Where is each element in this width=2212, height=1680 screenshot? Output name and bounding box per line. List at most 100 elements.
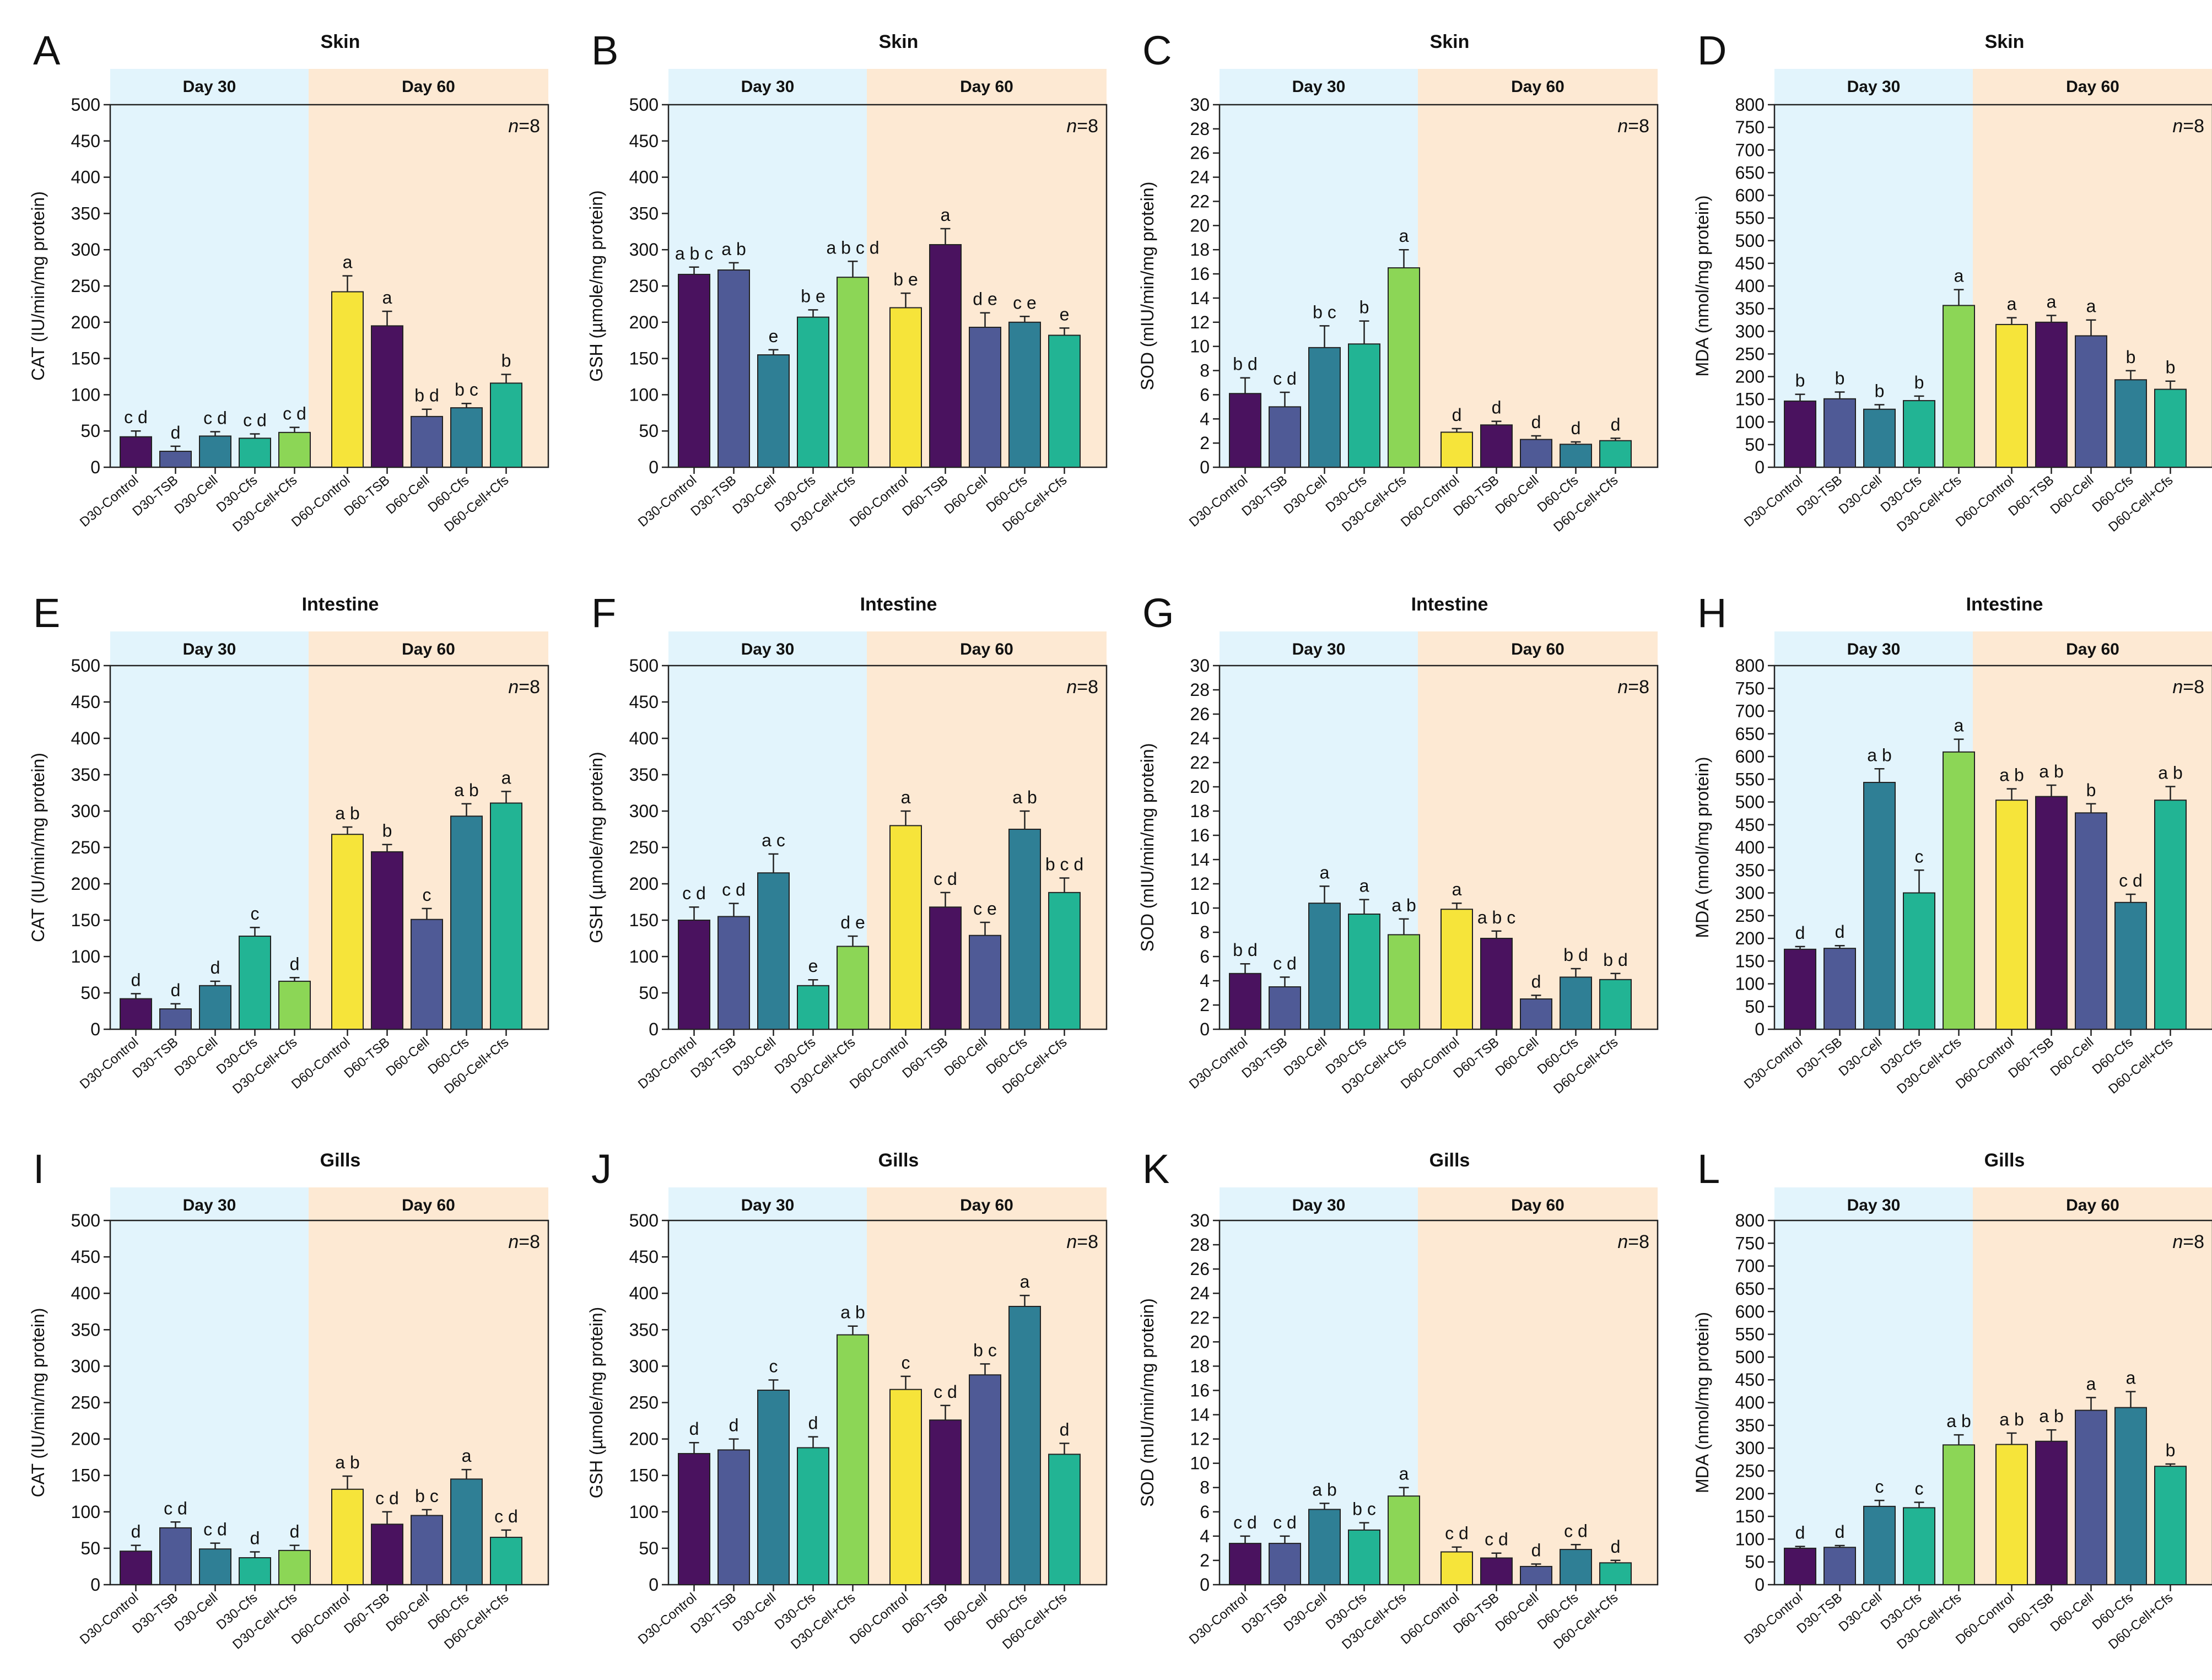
- significance-letter: a: [1954, 716, 1964, 736]
- significance-letter: d: [1835, 1522, 1845, 1542]
- x-tick-label: D60-Cell: [383, 1035, 432, 1079]
- significance-letter: c d: [494, 1506, 518, 1526]
- panel-letter: A: [33, 28, 61, 73]
- y-tick-label: 300: [71, 801, 100, 821]
- significance-letter: d: [131, 1522, 141, 1542]
- significance-letter: a: [1359, 876, 1369, 896]
- y-tick-label: 650: [1735, 1279, 1765, 1299]
- bar-d60-cell-cfs: [1599, 440, 1632, 468]
- y-axis-label: GSH (µmole/mg protein): [586, 752, 606, 943]
- panel-letter: B: [591, 28, 618, 73]
- x-tick-label: D60-Control: [289, 1035, 353, 1092]
- y-tick-label: 500: [629, 95, 659, 115]
- significance-letter: a b: [1946, 1411, 1971, 1431]
- y-tick-label: 450: [629, 131, 659, 151]
- bar-d60-tsb: [1480, 938, 1513, 1030]
- bar-d30-tsb: [717, 269, 750, 468]
- chart-panel-e: E Intestine Day 30 Day 60 n=8 0 50 100 150 200 250…: [28, 590, 549, 1097]
- y-tick-label: 20: [1190, 1332, 1210, 1352]
- sample-size-value: =8: [519, 677, 540, 698]
- y-tick-label: 50: [1745, 997, 1765, 1017]
- y-tick-label: 600: [1735, 186, 1765, 206]
- significance-letter: d: [171, 980, 181, 1000]
- bar-d60-cell: [1520, 439, 1552, 468]
- significance-letter: c: [1915, 846, 1924, 866]
- bar-d30-cell-cfs: [278, 431, 311, 468]
- y-tick-label: 300: [629, 801, 659, 821]
- bar-d30-tsb: [1823, 1547, 1856, 1586]
- significance-letter: a: [462, 1446, 472, 1466]
- bar-d60-tsb: [929, 1419, 962, 1586]
- chart-panel-d: D Skin Day 30 Day 60 n=8 050 100 150 200 250 300 35…: [1692, 28, 2212, 535]
- panel-title: Intestine: [1411, 594, 1488, 615]
- bar-d30-control: [678, 920, 710, 1030]
- y-tick-label: 26: [1190, 1259, 1210, 1279]
- x-tick-label: D60-Cell: [1492, 1590, 1541, 1635]
- bar-d60-cell-cfs: [1599, 1562, 1632, 1586]
- y-tick-label: 0: [90, 1019, 100, 1039]
- sample-size-symbol: n: [2172, 677, 2183, 698]
- bar-d60-cell-cfs: [1599, 979, 1632, 1030]
- bar-d60-cell-cfs: [2154, 1466, 2187, 1586]
- bar-d30-cell: [199, 1548, 231, 1585]
- bar-d60-cell-cfs: [1048, 892, 1081, 1030]
- y-tick-label: 0: [1200, 1575, 1210, 1595]
- bar-d30-tsb: [1823, 398, 1856, 468]
- y-tick-label: 10: [1190, 898, 1210, 918]
- significance-letter: a b: [335, 803, 359, 823]
- bar-d60-cfs: [1008, 321, 1041, 468]
- y-tick-label: 700: [1735, 140, 1765, 160]
- y-tick-label: 22: [1190, 191, 1210, 211]
- y-tick-label: 200: [1735, 928, 1765, 948]
- x-tick-label: D30-Cell: [171, 1590, 220, 1635]
- y-tick-label: 200: [629, 312, 659, 332]
- y-tick-label: 550: [1735, 1325, 1765, 1344]
- y-tick-label: 200: [71, 1429, 100, 1449]
- bar-d30-cell: [199, 985, 231, 1030]
- bar-d30-cfs: [239, 1557, 271, 1585]
- x-tick-label: D60-Cell: [1492, 1035, 1541, 1079]
- bar-d60-cell: [969, 1374, 1001, 1585]
- significance-letter: b c: [455, 380, 478, 399]
- bar-d60-cell-cfs: [1048, 1454, 1081, 1586]
- band-label-day60: Day 60: [1511, 78, 1564, 96]
- sample-size-label: n=8: [508, 116, 540, 137]
- bar-d30-cell: [1863, 408, 1896, 468]
- sample-size-symbol: n: [1066, 677, 1077, 698]
- bar-d30-cfs: [1348, 914, 1380, 1030]
- x-tick-label: D30-Control: [1186, 1035, 1250, 1092]
- y-tick-label: 10: [1190, 1454, 1210, 1473]
- y-tick-label: 250: [629, 276, 659, 296]
- y-tick-label: 500: [1735, 1347, 1765, 1367]
- y-tick-label: 200: [629, 1429, 659, 1449]
- significance-letter: a b: [335, 1452, 359, 1472]
- bar-d30-cell-cfs: [1943, 305, 1975, 468]
- significance-letter: a: [382, 288, 392, 307]
- significance-letter: a b: [2039, 1406, 2063, 1426]
- y-tick-label: 100: [1735, 974, 1765, 994]
- x-tick-label: D30-Cell: [1281, 1590, 1330, 1635]
- sample-size-value: =8: [2183, 1231, 2204, 1252]
- band-label-day30: Day 30: [183, 640, 236, 658]
- significance-letter: c d: [682, 883, 706, 903]
- y-axis-label: MDA (nmol/mg protein): [1692, 757, 1712, 938]
- y-tick-label: 250: [629, 1393, 659, 1413]
- sample-size-label: n=8: [1066, 677, 1098, 698]
- y-tick-label: 150: [629, 349, 659, 369]
- bar-d30-tsb: [1269, 406, 1301, 468]
- bar-d30-cell: [199, 435, 231, 468]
- y-tick-label: 250: [1735, 1461, 1765, 1481]
- significance-letter: e: [808, 956, 818, 976]
- bar-d60-cell-cfs: [490, 1537, 522, 1586]
- y-tick-label: 450: [1735, 253, 1765, 273]
- bar-d60-cell: [1520, 998, 1552, 1030]
- bar-d30-tsb: [159, 1008, 192, 1030]
- plot-frame: [1218, 1219, 1659, 1586]
- band-label-day30: Day 30: [1847, 640, 1901, 658]
- significance-letter: d: [1531, 412, 1541, 432]
- y-tick-label: 500: [71, 95, 100, 115]
- panel-letter: J: [591, 1146, 612, 1192]
- bar-d60-cfs: [1008, 829, 1041, 1030]
- band-label-day30: Day 30: [1292, 78, 1346, 96]
- bar-d30-cfs: [1348, 1529, 1380, 1586]
